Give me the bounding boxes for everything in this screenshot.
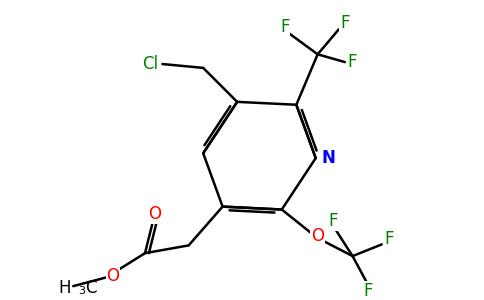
Text: 3: 3 [78,286,85,296]
Text: O: O [106,268,120,286]
Text: O: O [311,227,324,245]
Text: C: C [85,279,96,297]
Text: O: O [148,206,161,224]
Text: H: H [59,279,71,297]
Text: N: N [321,149,335,167]
Text: F: F [280,18,289,36]
Text: F: F [348,53,357,71]
Text: F: F [363,282,373,300]
Text: Cl: Cl [142,55,159,73]
Text: F: F [385,230,394,247]
Text: F: F [340,14,349,32]
Text: F: F [329,212,338,230]
